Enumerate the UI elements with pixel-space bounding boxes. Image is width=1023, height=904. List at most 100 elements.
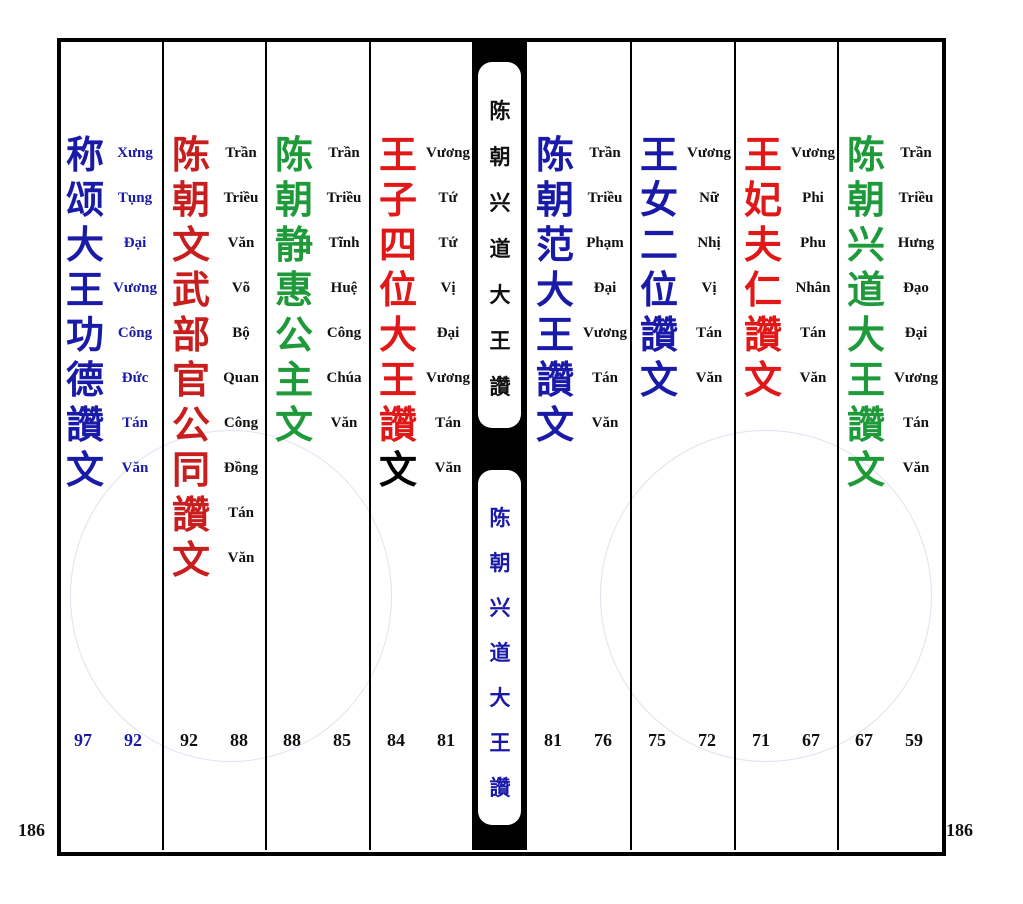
vietnamese-reading: Huệ	[330, 280, 358, 296]
background-dragon	[600, 430, 932, 762]
page-number: 81	[437, 730, 455, 750]
chinese-char: 文	[743, 357, 782, 402]
chinese-char: 公	[171, 402, 210, 447]
chinese-char: 讚	[171, 492, 210, 537]
vietnamese-reading: Văn	[121, 460, 149, 476]
chinese-char: 道	[846, 267, 885, 312]
chinese-char: 功	[65, 312, 104, 357]
vietnamese-reading: Nhân	[795, 280, 831, 296]
column-divider	[369, 40, 371, 850]
chinese-char: 妃	[743, 177, 782, 222]
chinese-char: 位	[378, 267, 417, 312]
center-char: 道	[489, 640, 511, 665]
page-number: 92	[180, 730, 198, 750]
vietnamese-reading: Văn	[227, 550, 255, 566]
vietnamese-reading: Vương	[583, 325, 627, 341]
vietnamese-reading: Triều	[326, 190, 362, 206]
center-char: 讚	[489, 374, 511, 399]
vietnamese-reading: Tán	[800, 325, 826, 341]
chinese-char: 王	[65, 267, 104, 312]
page-number: 92	[124, 730, 142, 750]
chinese-char: 朝	[535, 177, 574, 222]
column-divider	[265, 40, 267, 850]
vietnamese-reading: Trần	[589, 145, 621, 161]
chinese-char: 讚	[743, 312, 782, 357]
vietnamese-reading: Quan	[223, 370, 259, 386]
vietnamese-reading: Võ	[231, 280, 251, 296]
vietnamese-reading: Chúa	[326, 370, 362, 386]
vietnamese-reading: Tán	[435, 415, 461, 431]
chinese-char: 朝	[274, 177, 313, 222]
chinese-char: 范	[535, 222, 574, 267]
page-number: 59	[905, 730, 923, 750]
chinese-char: 德	[65, 357, 104, 402]
page-number: 88	[230, 730, 248, 750]
vietnamese-reading: Vương	[113, 280, 157, 296]
column-divider	[162, 40, 164, 850]
chinese-char: 文	[639, 357, 678, 402]
chinese-char: 讚	[639, 312, 678, 357]
column-divider	[837, 40, 839, 850]
chinese-char: 文	[171, 222, 210, 267]
chinese-char: 朝	[171, 177, 210, 222]
chinese-char: 讚	[535, 357, 574, 402]
vietnamese-reading: Tụng	[117, 190, 153, 206]
chinese-char: 文	[274, 402, 313, 447]
page-number: 81	[544, 730, 562, 750]
page-number: 84	[387, 730, 405, 750]
vietnamese-reading: Phu	[800, 235, 826, 251]
chinese-char: 朝	[846, 177, 885, 222]
frame	[57, 38, 946, 856]
chinese-char: 文	[846, 447, 885, 492]
chinese-char: 讚	[378, 402, 417, 447]
side-number: 186	[18, 820, 45, 840]
chinese-char: 仁	[743, 267, 782, 312]
vietnamese-reading: Xưng	[117, 145, 153, 161]
center-char: 大	[489, 685, 511, 710]
chinese-char: 静	[274, 222, 313, 267]
vietnamese-reading: Đồng	[223, 460, 259, 476]
chinese-char: 子	[378, 177, 417, 222]
page-number: 72	[698, 730, 716, 750]
vietnamese-reading: Trần	[900, 145, 932, 161]
center-top-panel	[478, 62, 521, 428]
chinese-char: 大	[535, 267, 574, 312]
center-char: 道	[489, 236, 511, 261]
vietnamese-reading: Hưng	[897, 235, 935, 251]
vietnamese-reading: Văn	[330, 415, 358, 431]
vietnamese-reading: Vương	[426, 145, 470, 161]
chinese-char: 位	[639, 267, 678, 312]
center-char: 陈	[489, 98, 511, 123]
vietnamese-reading: Đức	[121, 370, 149, 386]
page-number: 85	[333, 730, 351, 750]
chinese-char: 大	[378, 312, 417, 357]
chinese-char: 陈	[846, 132, 885, 177]
vietnamese-reading: Văn	[902, 460, 930, 476]
chinese-char: 文	[171, 537, 210, 582]
chinese-char: 文	[378, 447, 417, 492]
vietnamese-reading: Văn	[434, 460, 462, 476]
vietnamese-reading: Vương	[894, 370, 938, 386]
vietnamese-reading: Tĩnh	[328, 235, 360, 251]
vietnamese-reading: Vị	[440, 280, 456, 296]
vietnamese-reading: Đại	[123, 235, 147, 251]
chinese-char: 武	[171, 267, 210, 312]
chinese-char: 同	[171, 447, 210, 492]
vietnamese-reading: Tán	[592, 370, 618, 386]
vietnamese-reading: Vương	[687, 145, 731, 161]
chinese-char: 王	[378, 132, 417, 177]
page-number: 88	[283, 730, 301, 750]
vietnamese-reading: Nhị	[697, 235, 721, 251]
chinese-char: 陈	[535, 132, 574, 177]
vietnamese-reading: Triều	[898, 190, 934, 206]
vietnamese-reading: Phi	[802, 190, 824, 206]
chinese-char: 王	[846, 357, 885, 402]
vietnamese-reading: Tán	[696, 325, 722, 341]
chinese-char: 大	[846, 312, 885, 357]
chinese-char: 讚	[65, 402, 104, 447]
chinese-char: 惠	[274, 267, 313, 312]
chinese-char: 讚	[846, 402, 885, 447]
page-number: 97	[74, 730, 92, 750]
chinese-char: 王	[743, 132, 782, 177]
